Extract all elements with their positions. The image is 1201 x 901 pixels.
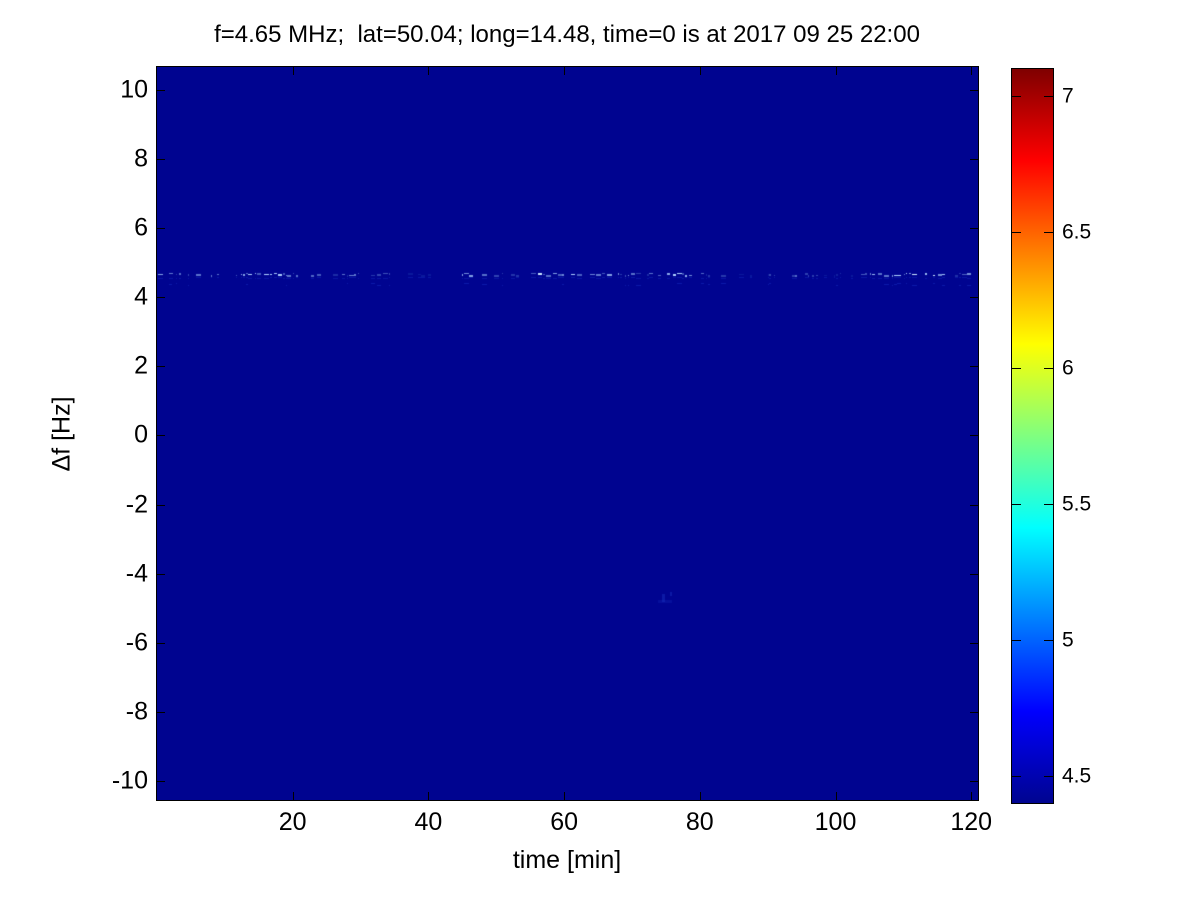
y-tick-label: 8 <box>134 144 148 173</box>
plot-area <box>156 66 979 801</box>
tick-mark <box>157 780 165 782</box>
tick-mark <box>970 158 978 160</box>
colorbar-tick-mark <box>1012 775 1021 777</box>
tick-mark <box>970 642 978 644</box>
tick-mark <box>970 573 978 575</box>
y-tick-label: 2 <box>134 351 148 380</box>
y-tick-label: -4 <box>125 559 148 588</box>
tick-mark <box>970 435 978 437</box>
tick-mark <box>157 366 165 368</box>
tick-mark <box>564 67 566 75</box>
tick-mark <box>157 573 165 575</box>
colorbar-tick-mark <box>1044 639 1053 641</box>
x-tick-label: 100 <box>814 808 857 836</box>
tick-mark <box>157 228 165 230</box>
tick-mark <box>157 89 165 91</box>
x-axis-label: time [min] <box>512 846 622 874</box>
colorbar-tick-mark <box>1012 639 1021 641</box>
colorbar-tick-label: 5 <box>1062 628 1074 652</box>
tick-mark <box>157 297 165 299</box>
chart-title: f=4.65 MHz; lat=50.04; long=14.48, time=… <box>214 21 920 48</box>
tick-mark <box>157 642 165 644</box>
y-tick-label: -10 <box>111 766 148 795</box>
tick-mark <box>970 297 978 299</box>
tick-mark <box>971 67 973 75</box>
tick-mark <box>699 67 701 75</box>
x-tick-label: 80 <box>685 808 714 836</box>
x-tick-label: 120 <box>950 808 993 836</box>
colorbar-tick-mark <box>1044 96 1053 98</box>
heatmap-canvas <box>157 67 978 800</box>
y-tick-label: -2 <box>125 490 148 519</box>
tick-mark <box>157 158 165 160</box>
tick-mark <box>835 67 837 75</box>
tick-mark <box>564 792 566 800</box>
tick-mark <box>428 792 430 800</box>
y-tick-label: 0 <box>134 420 148 449</box>
y-tick-label: 4 <box>134 282 148 311</box>
tick-mark <box>157 504 165 506</box>
tick-mark <box>699 792 701 800</box>
x-tick-label: 40 <box>414 808 443 836</box>
colorbar-tick-label: 4.5 <box>1062 764 1092 788</box>
tick-mark <box>292 67 294 75</box>
y-tick-label: 6 <box>134 213 148 242</box>
colorbar-tick-mark <box>1012 96 1021 98</box>
y-tick-label: -6 <box>125 628 148 657</box>
x-tick-label: 60 <box>550 808 578 836</box>
tick-mark <box>970 780 978 782</box>
colorbar <box>1011 68 1054 804</box>
colorbar-tick-mark <box>1044 775 1053 777</box>
colorbar-tick-mark <box>1044 503 1053 505</box>
tick-mark <box>971 792 973 800</box>
tick-mark <box>970 89 978 91</box>
tick-mark <box>157 435 165 437</box>
colorbar-tick-mark <box>1012 503 1021 505</box>
colorbar-tick-mark <box>1012 232 1021 234</box>
x-tick-label: 20 <box>278 808 307 836</box>
tick-mark <box>292 792 294 800</box>
colorbar-tick-mark <box>1012 368 1021 370</box>
tick-mark <box>835 792 837 800</box>
colorbar-tick-label: 5.5 <box>1062 492 1092 516</box>
y-tick-label: 10 <box>120 75 148 104</box>
colorbar-tick-label: 7 <box>1062 84 1074 108</box>
y-tick-label: -8 <box>125 697 148 726</box>
colorbar-tick-mark <box>1044 368 1053 370</box>
colorbar-tick-mark <box>1044 232 1053 234</box>
tick-mark <box>428 67 430 75</box>
tick-mark <box>970 504 978 506</box>
tick-mark <box>157 711 165 713</box>
tick-mark <box>970 711 978 713</box>
colorbar-tick-label: 6.5 <box>1062 220 1092 244</box>
y-axis-label: Δf [Hz] <box>47 396 76 472</box>
colorbar-tick-label: 6 <box>1062 356 1074 380</box>
tick-mark <box>970 366 978 368</box>
tick-mark <box>970 228 978 230</box>
